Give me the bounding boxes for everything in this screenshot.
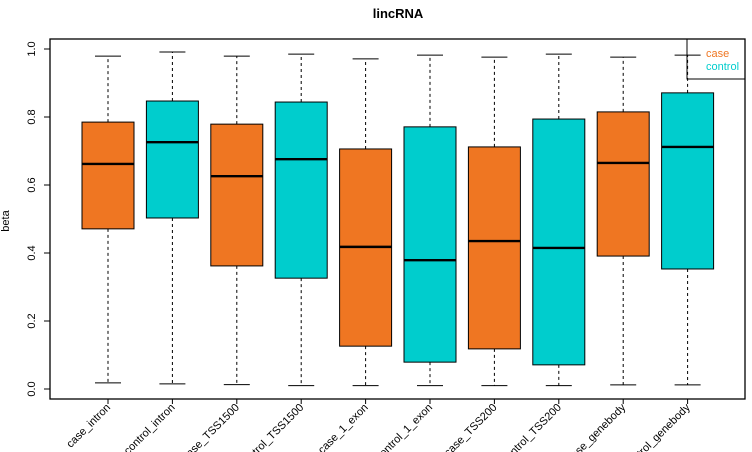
box-control_TSS1500 [274, 53, 328, 387]
box-case_TSS200 [467, 56, 521, 387]
legend-entry-control: control [706, 61, 739, 73]
y-tick-label: 0.8 [26, 109, 38, 124]
y-tick-label: 1.0 [26, 41, 38, 56]
x-tick-label: control_genebody [622, 401, 693, 452]
iqr-box [661, 92, 715, 270]
box-case_intron [81, 55, 135, 384]
x-tick-label: case_TSS1500 [180, 402, 242, 452]
iqr-box [145, 100, 199, 219]
boxes-layer [81, 51, 715, 387]
x-axis: case_intron control_intron case_TSS1500con… [64, 399, 693, 452]
x-tick-label: control_intron [122, 402, 178, 452]
y-tick-label: 0.4 [26, 245, 38, 260]
legend-box [686, 38, 746, 80]
box-control_1_exon [403, 54, 457, 387]
iqr-box [532, 118, 586, 366]
box-case_TSS1500 [210, 55, 264, 386]
iqr-box [403, 126, 457, 363]
x-tick-label: case_genebody [565, 401, 629, 452]
plot-frame [49, 38, 746, 400]
y-axis: 0.0 0.2 0.4 0.6 0.8 1.0 [26, 41, 50, 397]
y-tick-label: 0.2 [26, 313, 38, 328]
legend-entry-case: case [706, 48, 729, 60]
box-control_TSS200 [532, 53, 586, 387]
box-control_genebody [661, 54, 715, 386]
iqr-box [210, 123, 264, 267]
iqr-box [81, 121, 135, 230]
x-tick-label: case_1_exon [316, 402, 371, 452]
box-case_1_exon [339, 58, 393, 387]
x-tick-label: case_TSS200 [442, 402, 499, 452]
y-tick-label: 0.0 [26, 381, 38, 396]
y-tick-label: 0.6 [26, 177, 38, 192]
x-tick-label: case_intron [64, 402, 113, 451]
chart-title: lincRNA [373, 6, 424, 21]
box-case_genebody [596, 56, 650, 386]
x-tick-label: control_TSS1500 [238, 402, 307, 452]
box-control_intron [145, 51, 199, 385]
iqr-box [467, 146, 521, 350]
x-tick-label: control_1_exon [373, 402, 435, 452]
x-tick-label: control_TSS200 [500, 402, 564, 452]
iqr-box [596, 111, 650, 257]
y-axis-label: beta [0, 209, 12, 231]
iqr-box [274, 101, 328, 279]
